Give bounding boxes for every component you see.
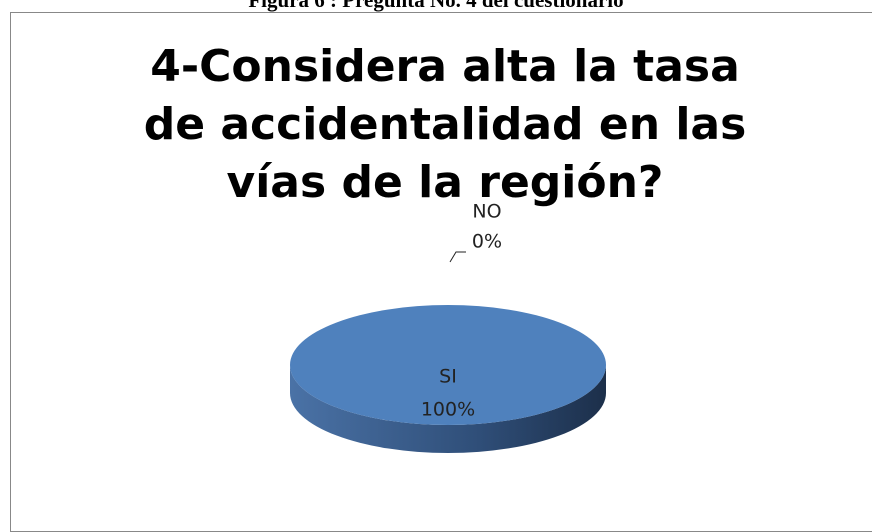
slice-value-label: 100% [421, 399, 475, 421]
slice-label: NO [472, 201, 501, 223]
chart: SI 100% NO 0% [290, 201, 606, 453]
slice-value-label: 0% [472, 231, 502, 253]
leader-line [449, 251, 466, 263]
chart-title: 4-Considera alta la tasa de accidentalid… [143, 41, 747, 208]
pie-side [290, 365, 606, 453]
caption: Figura 6 : Pregunta No. 4 del cuestionar… [248, 0, 624, 12]
page: Figura 6 : Pregunta No. 4 del cuestionar… [10, 0, 872, 532]
slice-label: SI [439, 366, 457, 388]
pie-slice [290, 305, 606, 425]
